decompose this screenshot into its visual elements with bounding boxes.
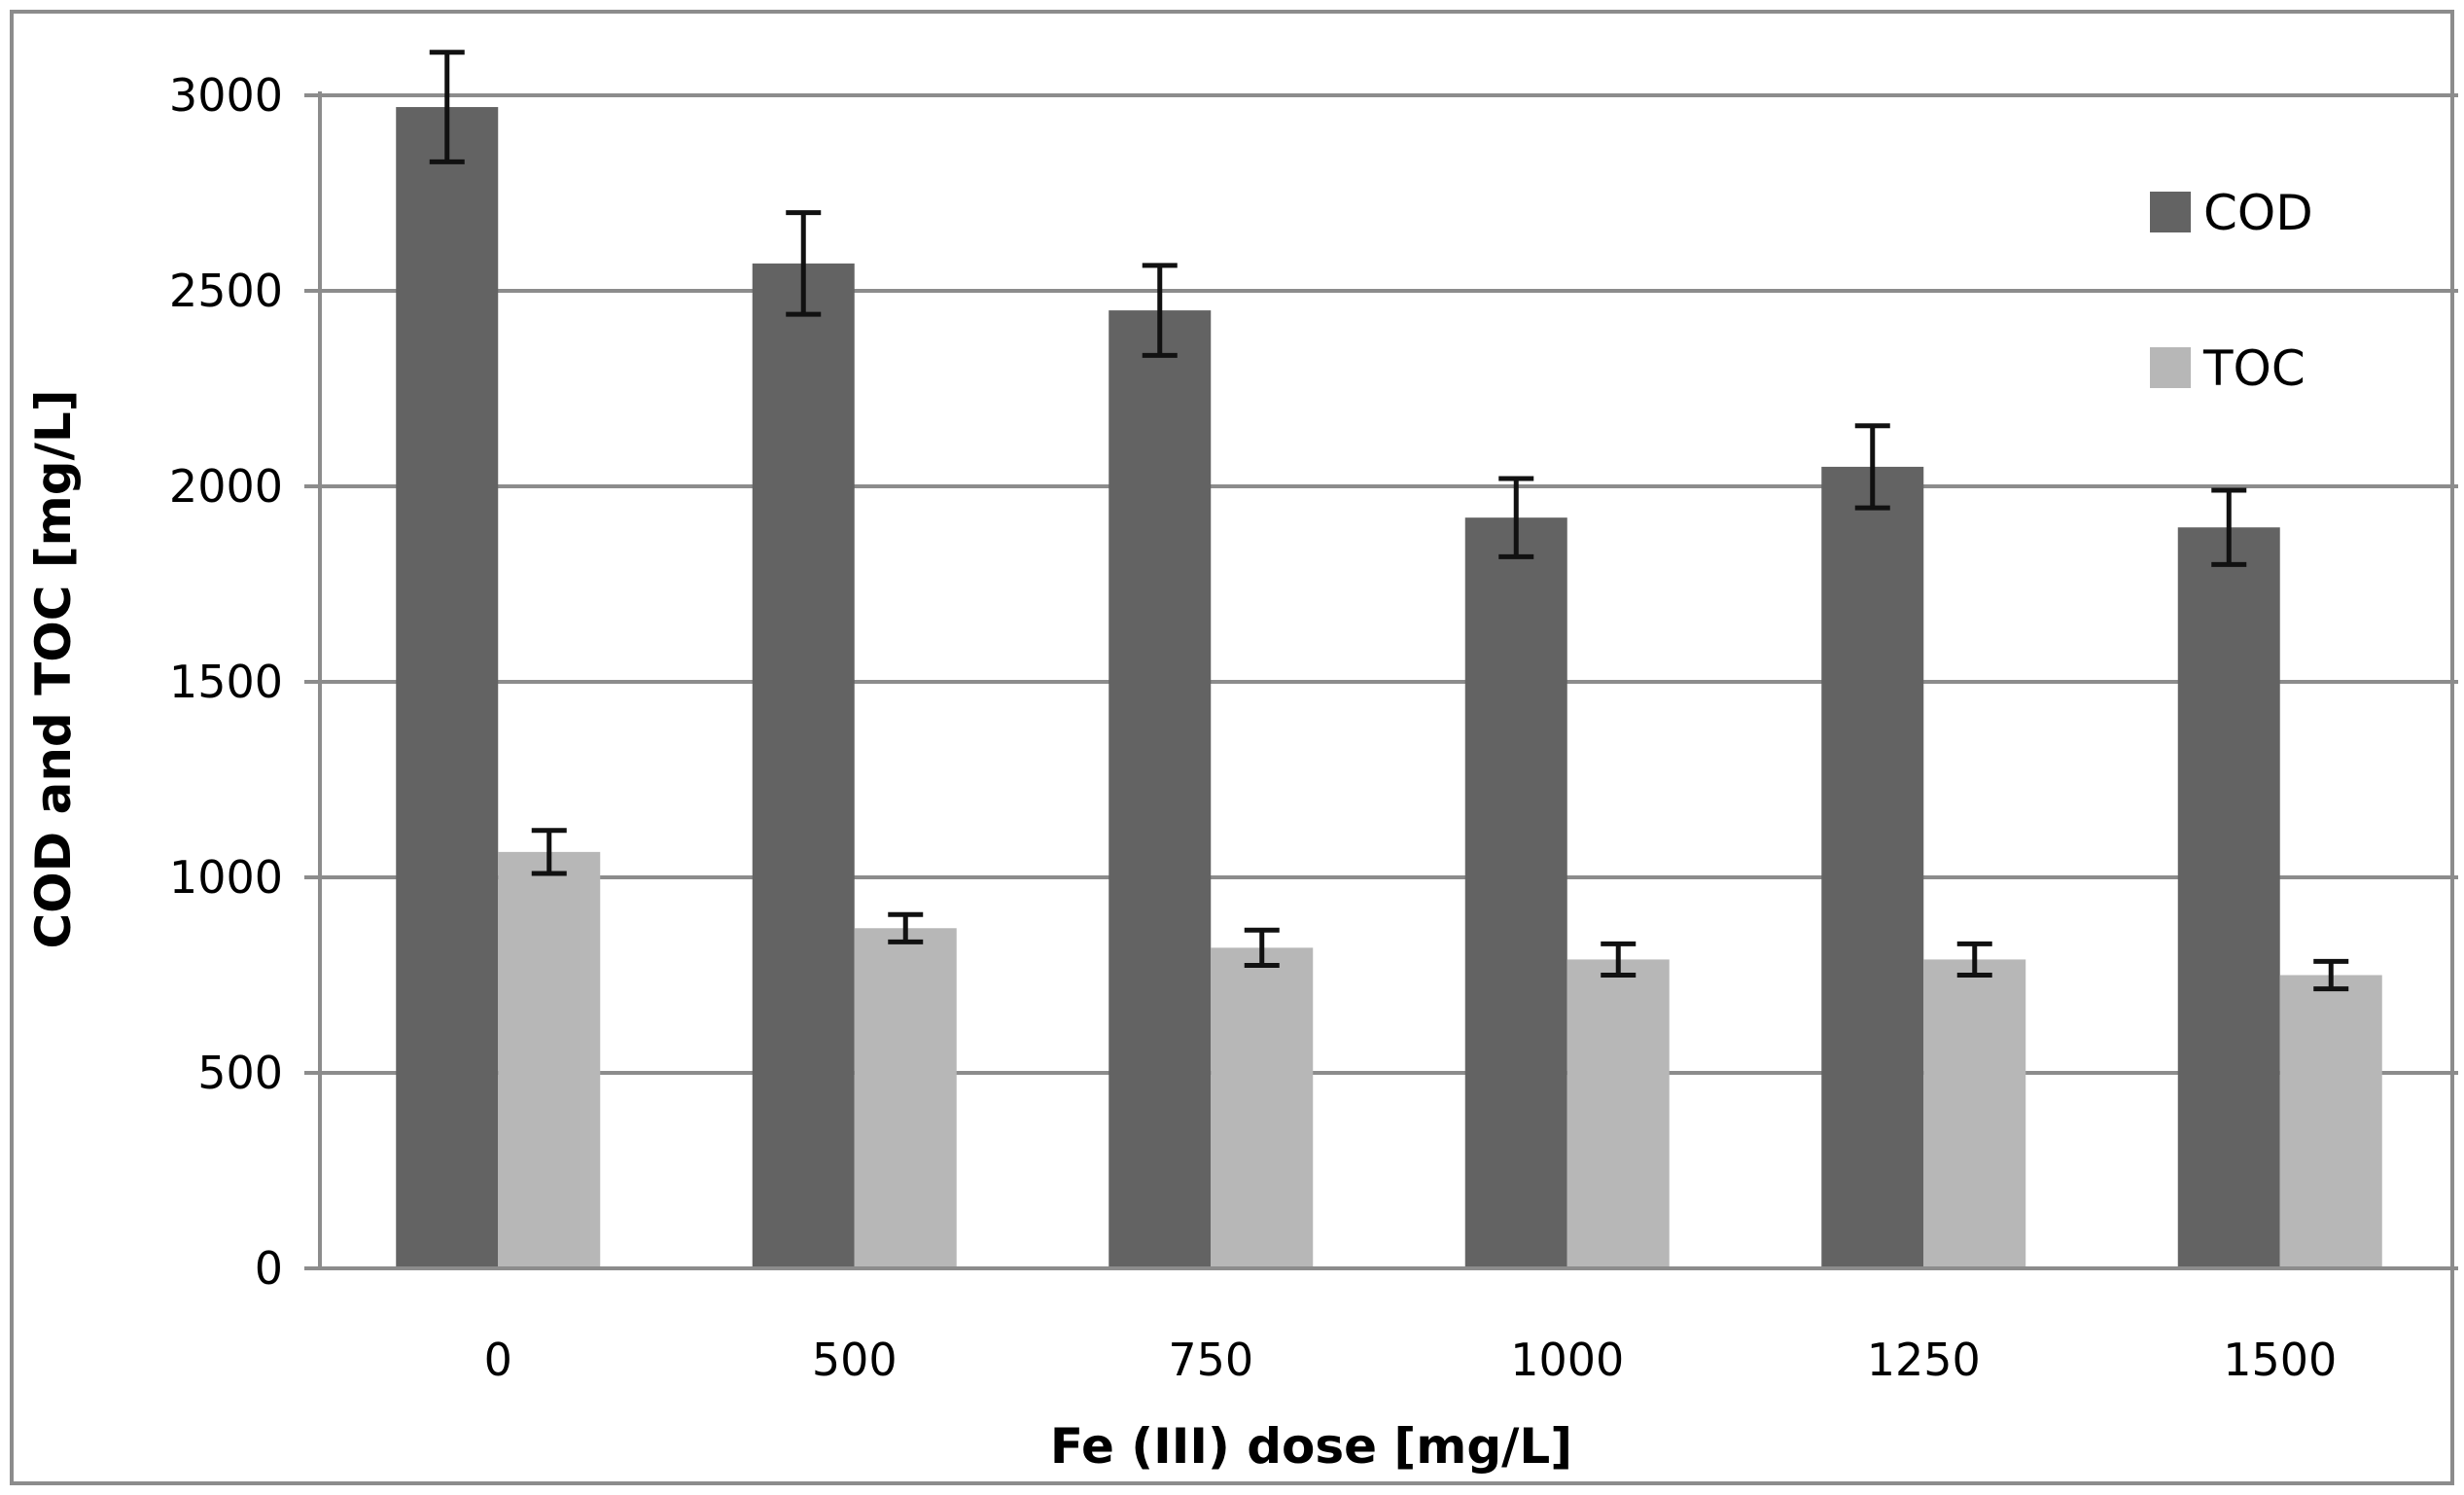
bar-cod-0 [396, 107, 499, 1268]
legend-label-toc: TOC [2202, 340, 2306, 397]
bar-toc-750 [1211, 947, 1314, 1268]
bar-toc-500 [854, 928, 957, 1268]
bar-chart: 0 500 1000 1500 2000 2500 3000 0 500 750 1000 1250 1… [25, 50, 2458, 1475]
bar-cod-500 [752, 263, 855, 1268]
y-tick-label: 1000 [169, 851, 283, 904]
y-axis-title: COD and TOC [mg/L] [25, 389, 82, 948]
x-axis-title: Fe (III) dose [mg/L] [1050, 1418, 1572, 1475]
bar-toc-1250 [1923, 959, 2026, 1268]
y-tick-label: 2500 [169, 265, 283, 317]
bar-cod-750 [1109, 310, 1212, 1269]
y-tick-label: 0 [255, 1242, 283, 1295]
x-tick-label: 0 [484, 1334, 512, 1386]
y-tick-label: 2000 [169, 460, 283, 513]
legend-swatch-cod [2150, 192, 2191, 232]
x-tick-label: 1250 [1867, 1334, 1981, 1386]
bar-cod-1500 [2177, 527, 2280, 1268]
bar-toc-0 [498, 851, 601, 1268]
x-tick-label: 500 [812, 1334, 898, 1386]
bar-cod-1000 [1464, 517, 1567, 1268]
y-tick-label: 1500 [169, 656, 283, 708]
legend-label-cod: COD [2203, 185, 2313, 241]
bar-toc-1000 [1566, 959, 1670, 1268]
bar-cod-1250 [1821, 466, 1924, 1268]
legend: COD TOC [2150, 185, 2313, 397]
legend-swatch-toc [2150, 347, 2191, 388]
x-tick-label: 1500 [2223, 1334, 2337, 1386]
x-tick-label: 750 [1168, 1334, 1253, 1386]
y-tick-label: 500 [197, 1047, 283, 1099]
bar-toc-1500 [2279, 975, 2382, 1268]
chart-frame: 0 500 1000 1500 2000 2500 3000 0 500 750 1000 1250 1… [10, 10, 2458, 1485]
y-tick-label: 3000 [169, 69, 283, 122]
x-tick-label: 1000 [1510, 1334, 1624, 1386]
